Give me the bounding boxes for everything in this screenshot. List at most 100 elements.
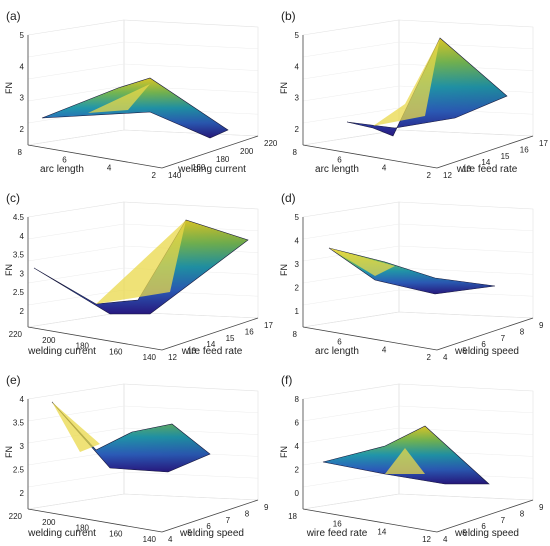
y-tick-label: 8 — [293, 330, 298, 339]
z-tick-label: 4 — [20, 395, 25, 404]
x-tick-label: 14 — [481, 158, 490, 167]
x-tick-label: 4 — [168, 535, 173, 544]
x-tick-label: 8 — [520, 327, 525, 336]
y-tick-label: 4 — [382, 345, 387, 354]
y-axis-line — [27, 326, 163, 351]
panel-label: (c) — [6, 191, 20, 205]
x-axis-label: welding speed — [179, 528, 244, 539]
x-axis-label: welding speed — [454, 346, 519, 357]
x-tick-label: 5 — [187, 529, 192, 538]
x-tick-label: 140 — [168, 171, 182, 180]
x-tick-label: 12 — [443, 171, 452, 180]
y-axis-label: welding current — [27, 346, 96, 357]
chart-panel: 1 2 3 4 5 2 4 6 8 4 5 6 7 8 9 (d) FN arc length welding sp… — [279, 191, 544, 362]
panel-label: (a) — [6, 9, 21, 23]
y-tick-label: 6 — [337, 338, 342, 347]
z-tick-label: 2 — [295, 466, 300, 475]
z-tick-label: 4 — [295, 442, 300, 451]
z-tick-label: 5 — [295, 31, 300, 40]
y-tick-label: 200 — [42, 336, 56, 345]
chart-panel: 2 2.5 3 3.5 4 4.5 140 160 180 200 220 12 13 14 15 16 17 (… — [4, 191, 273, 362]
x-axis-line — [436, 499, 534, 533]
surface-highlight — [96, 220, 186, 304]
y-tick-label: 180 — [76, 524, 90, 533]
z-tick-label: 3 — [295, 260, 300, 269]
y-tick-label: 6 — [337, 156, 342, 165]
surface-highlight — [329, 248, 395, 276]
x-axis-line — [436, 317, 534, 351]
z-tick-label: 5 — [295, 213, 300, 222]
surface-highlight — [373, 38, 440, 126]
x-tick-label: 5 — [462, 529, 467, 538]
z-tick-label: 3 — [20, 94, 25, 103]
y-tick-label: 4 — [382, 163, 387, 172]
x-axis-line — [436, 135, 534, 169]
z-tick-label: 4 — [295, 62, 300, 71]
x-tick-label: 4 — [443, 535, 448, 544]
x-axis-label: welding current — [177, 164, 246, 175]
x-axis-line — [161, 317, 259, 351]
z-tick-label: 4 — [295, 237, 300, 246]
z-tick-label: 4.5 — [13, 213, 25, 222]
x-tick-label: 7 — [501, 334, 506, 343]
z-tick-label: 3.5 — [13, 419, 25, 428]
y-tick-label: 6 — [62, 156, 67, 165]
x-tick-label: 5 — [462, 347, 467, 356]
y-tick-label: 4 — [107, 163, 112, 172]
y-tick-label: 220 — [9, 330, 23, 339]
z-axis-label: FN — [279, 446, 289, 458]
y-tick-label: 180 — [76, 342, 90, 351]
y-axis-label: welding current — [27, 528, 96, 539]
surface-highlight — [52, 402, 100, 452]
x-axis-label: welding speed — [454, 528, 519, 539]
y-axis-line — [27, 508, 163, 533]
surface-highlight — [88, 84, 150, 113]
z-tick-label: 2 — [295, 284, 300, 293]
y-tick-label: 8 — [18, 148, 23, 157]
x-tick-label: 200 — [240, 147, 254, 156]
y-tick-label: 2 — [427, 353, 432, 362]
z-tick-label: 3.5 — [13, 251, 25, 260]
x-tick-label: 9 — [539, 503, 544, 512]
y-tick-label: 160 — [109, 529, 123, 538]
z-tick-label: 2 — [20, 307, 25, 316]
x-tick-label: 14 — [206, 340, 215, 349]
z-axis-label: FN — [4, 82, 14, 94]
chart-panel: 2 3 4 5 2 4 6 8 12 13 14 15 16 17 (b) FN arc length wire … — [279, 9, 548, 180]
z-tick-label: 6 — [295, 419, 300, 428]
x-axis-line — [161, 135, 259, 169]
x-tick-label: 180 — [216, 155, 230, 164]
x-tick-label: 7 — [501, 516, 506, 525]
x-tick-label: 16 — [245, 327, 254, 336]
x-tick-label: 13 — [462, 165, 471, 174]
z-tick-label: 3 — [295, 94, 300, 103]
z-tick-label: 2.5 — [13, 288, 25, 297]
y-tick-label: 14 — [377, 527, 386, 536]
x-tick-label: 16 — [520, 145, 529, 154]
x-tick-label: 13 — [187, 347, 196, 356]
y-tick-label: 200 — [42, 518, 56, 527]
chart-panel: 0 2 4 6 8 12 14 16 18 4 5 6 7 8 9 (f) FN wire feed rate we… — [279, 373, 544, 544]
z-tick-label: 2 — [295, 125, 300, 134]
x-tick-label: 7 — [226, 516, 231, 525]
y-axis-label: wire feed rate — [306, 528, 368, 539]
x-tick-label: 8 — [520, 509, 525, 518]
surface-mesh — [42, 78, 228, 138]
chart-panel: 2 2.5 3 3.5 4 140 160 180 200 220 4 5 6 7 8 9 (e) FN weldi… — [4, 373, 269, 544]
y-tick-label: 16 — [333, 520, 342, 529]
z-tick-label: 2 — [20, 125, 25, 134]
y-axis-line — [302, 144, 438, 169]
y-axis-line — [27, 144, 163, 169]
z-axis-label: FN — [4, 446, 14, 458]
x-tick-label: 17 — [264, 321, 273, 330]
x-axis-label: wire feed rate — [456, 164, 518, 175]
x-tick-label: 160 — [192, 163, 206, 172]
x-tick-label: 9 — [539, 321, 544, 330]
x-axis-label: wire feed rate — [181, 346, 243, 357]
z-tick-label: 0 — [295, 489, 300, 498]
y-axis-line — [302, 326, 438, 351]
y-tick-label: 160 — [109, 347, 123, 356]
z-tick-label: 2.5 — [13, 466, 25, 475]
y-tick-label: 18 — [288, 512, 297, 521]
